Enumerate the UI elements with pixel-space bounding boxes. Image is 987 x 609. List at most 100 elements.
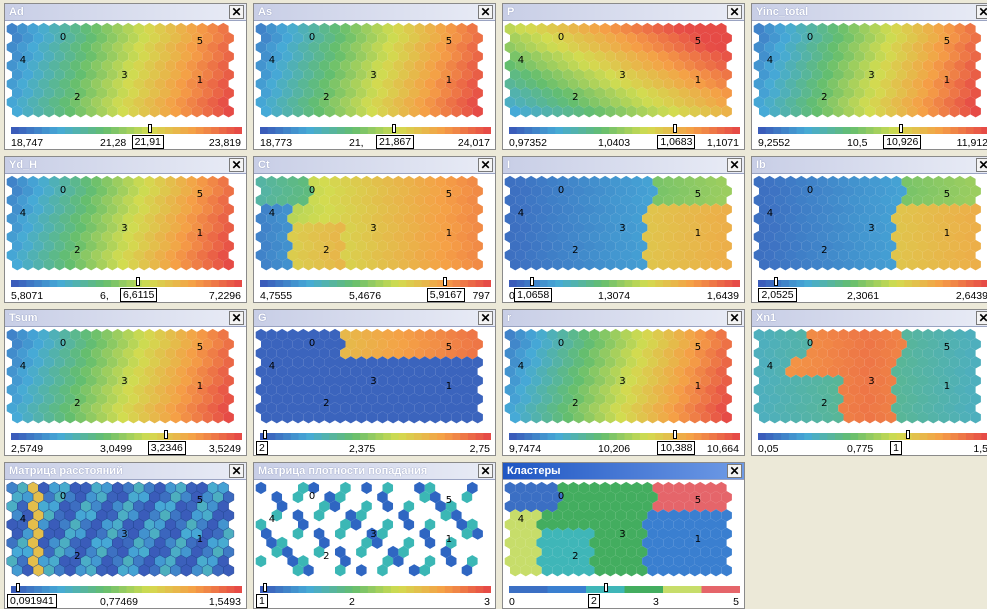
close-icon[interactable]: ✕ <box>727 158 742 172</box>
panel-titlebar[interactable]: Матрица плотности попадания ✕ <box>254 463 495 480</box>
panel-titlebar[interactable]: Yinc_total✕ <box>752 4 987 21</box>
scale-current-value[interactable]: 1,0658 <box>514 288 553 302</box>
som-cell <box>298 22 309 36</box>
som-panel[interactable]: r ✕ 0 1 2 3 4 5 9,7474 10,206 10,388 10,664 <box>502 309 745 456</box>
som-cell <box>875 221 886 234</box>
scale-current-value[interactable]: 6,6115 <box>120 288 158 302</box>
close-icon[interactable]: ✕ <box>229 464 244 478</box>
scale-current-value[interactable]: 2,0525 <box>758 288 797 302</box>
close-icon[interactable]: ✕ <box>727 311 742 325</box>
som-panel[interactable]: Yd_H ✕ 0 1 2 3 4 5 5,8071 6, 6,6115 7,2296 <box>4 156 247 303</box>
scale-marker-handle[interactable] <box>262 583 267 592</box>
som-cell <box>642 212 653 225</box>
close-icon[interactable]: ✕ <box>229 311 244 325</box>
scale-current-value[interactable]: 1 <box>256 594 268 608</box>
scale-segment <box>429 280 438 287</box>
scale-current-value[interactable]: 2 <box>588 594 600 608</box>
panel-titlebar[interactable]: Xn1✕ <box>752 310 987 327</box>
close-icon[interactable]: ✕ <box>976 5 987 19</box>
scale-marker-handle[interactable] <box>262 430 267 439</box>
som-panel[interactable]: Матрица плотности попадания ✕ 0 1 2 3 4 5 2 1 3 <box>253 462 496 609</box>
panel-titlebar[interactable]: Ad ✕ <box>5 4 246 21</box>
panel-titlebar[interactable]: Yd_H ✕ <box>5 157 246 174</box>
scale-current-value[interactable]: 1 <box>890 441 902 455</box>
scale-marker-handle[interactable] <box>15 583 20 592</box>
scale-marker-handle[interactable] <box>147 124 152 133</box>
som-panel[interactable]: Ct ✕ 0 1 2 3 4 5 4,7555 5,4676 5,9167 797 <box>253 156 496 303</box>
scale-marker-handle[interactable] <box>604 583 609 592</box>
som-panel[interactable]: Кластеры ✕ 0 1 2 3 4 5 0 3 2 5 <box>502 462 745 609</box>
scale-marker-handle[interactable] <box>163 430 168 439</box>
close-icon[interactable]: ✕ <box>976 311 987 325</box>
scale-current-value[interactable]: 0,091941 <box>7 594 57 608</box>
som-panel[interactable]: As ✕ 0 1 2 3 4 5 18,773 21, 21,867 24,017 <box>253 3 496 150</box>
som-panel[interactable]: Матрица расстояний ✕ 0 1 2 3 4 5 0,77469 0,091941… <box>4 462 247 609</box>
scale-marker-handle[interactable] <box>530 277 535 286</box>
panel-titlebar[interactable]: Матрица расстояний ✕ <box>5 463 246 480</box>
panel-titlebar[interactable]: Кластеры ✕ <box>503 463 744 480</box>
scale-current-value[interactable]: 2 <box>256 441 268 455</box>
som-panel[interactable]: P ✕ 0 1 2 3 4 5 0,97352 1,0403 1,0683 1,1071 <box>502 3 745 150</box>
close-icon[interactable]: ✕ <box>478 158 493 172</box>
close-icon[interactable]: ✕ <box>229 5 244 19</box>
panel-titlebar[interactable]: P ✕ <box>503 4 744 21</box>
panel-titlebar[interactable]: I ✕ <box>503 157 744 174</box>
som-cell <box>17 347 28 360</box>
close-icon[interactable]: ✕ <box>727 5 742 19</box>
scale-marker-handle[interactable] <box>442 277 447 286</box>
scale-marker-handle[interactable] <box>774 277 779 286</box>
scale-marker-handle[interactable] <box>899 124 904 133</box>
panel-titlebar[interactable]: As ✕ <box>254 4 495 21</box>
scale-current-value[interactable]: 21,91 <box>131 135 164 149</box>
scale-marker-handle[interactable] <box>906 430 911 439</box>
panel-titlebar[interactable]: r ✕ <box>503 310 744 327</box>
som-cell <box>694 518 706 531</box>
close-icon[interactable]: ✕ <box>976 158 987 172</box>
scale-current-value[interactable]: 10,926 <box>883 135 922 149</box>
panel-titlebar[interactable]: Ct ✕ <box>254 157 495 174</box>
panel-titlebar[interactable]: Tsum ✕ <box>5 310 246 327</box>
close-icon[interactable]: ✕ <box>478 5 493 19</box>
scale-segment <box>203 127 212 134</box>
som-cell <box>859 77 870 90</box>
scale-marker-handle[interactable] <box>673 124 678 133</box>
scale-current-value[interactable]: 3,2346 <box>147 441 186 455</box>
panel-titlebar[interactable]: Ib✕ <box>752 157 987 174</box>
panel-titlebar[interactable]: G ✕ <box>254 310 495 327</box>
scale-marker-handle[interactable] <box>391 124 396 133</box>
som-cell <box>276 347 288 360</box>
scale-current-value[interactable]: 10,388 <box>657 441 696 455</box>
close-icon[interactable]: ✕ <box>478 464 493 478</box>
close-icon[interactable]: ✕ <box>727 464 742 478</box>
scale-marker-handle[interactable] <box>673 430 678 439</box>
scale-marker-handle[interactable] <box>136 277 141 286</box>
scale-current-value[interactable]: 5,9167 <box>426 288 465 302</box>
scale-current-value[interactable]: 21,867 <box>375 135 415 149</box>
close-icon[interactable]: ✕ <box>229 158 244 172</box>
som-cell <box>212 105 224 118</box>
close-icon[interactable]: ✕ <box>478 311 493 325</box>
som-panel[interactable]: Ad ✕ 0 1 2 3 4 5 18,747 21,28 21,91 23,819 <box>4 3 247 150</box>
scale-current-value[interactable]: 1,0683 <box>657 135 696 149</box>
som-panel[interactable]: G ✕ 0 1 2 3 4 5 2,375 2 2,75 <box>253 309 496 456</box>
som-panel[interactable]: Tsum ✕ 0 1 2 3 4 5 2,5749 3,0499 3,2346 3,5249 <box>4 309 247 456</box>
